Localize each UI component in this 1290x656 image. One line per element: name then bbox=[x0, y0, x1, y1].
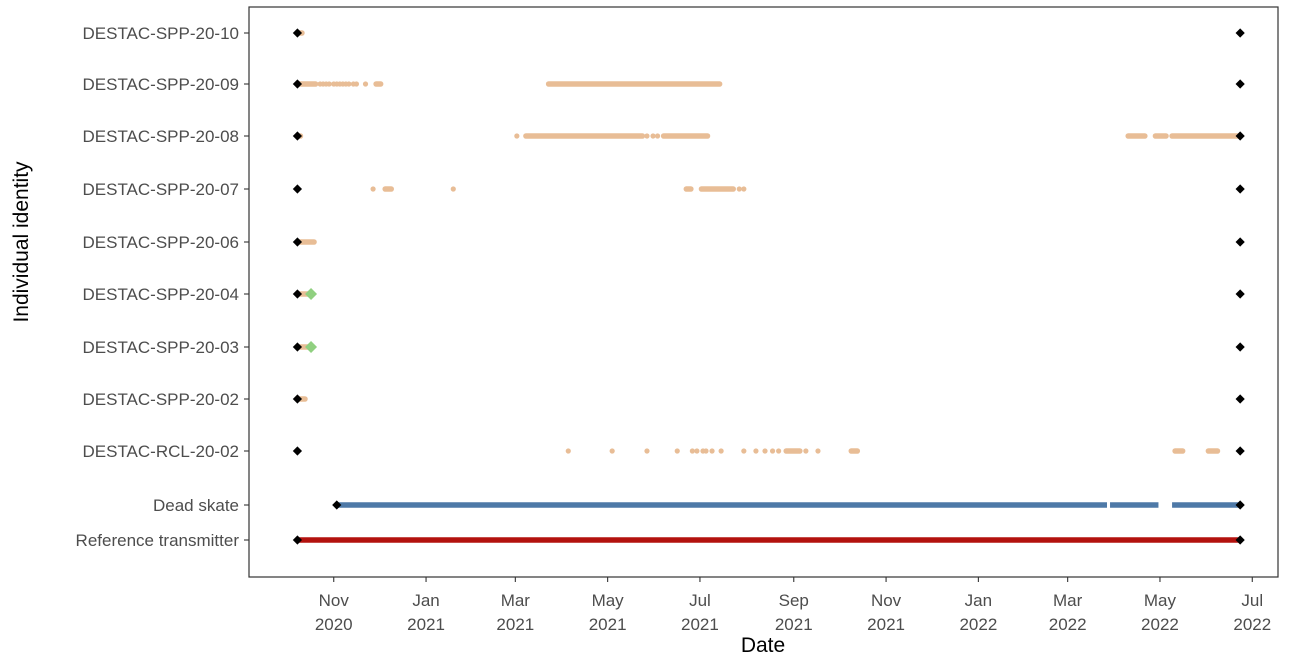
destac-spp-20-07-start-marker bbox=[292, 184, 303, 194]
destac-spp-20-02-end-marker bbox=[1235, 394, 1245, 404]
x-tick-label-month: Mar bbox=[1053, 591, 1083, 610]
destac-rcl-20-02-detection-point bbox=[609, 448, 615, 454]
destac-rcl-20-02-detection-point bbox=[741, 448, 747, 454]
y-tick-label: Reference transmitter bbox=[76, 531, 240, 550]
destac-rcl-20-02-detection-point bbox=[769, 448, 776, 454]
x-tick-label-month: Jan bbox=[965, 591, 992, 610]
x-axis: Nov 2020 Jan 2021 Mar 2021 May 2021 Jul 2021 Sep 20… bbox=[315, 577, 1271, 634]
plot-marks bbox=[292, 28, 1245, 545]
x-tick-label-year: 2022 bbox=[1233, 615, 1271, 634]
x-tick-label-year: 2022 bbox=[1141, 615, 1179, 634]
y-tick-label: DESTAC-SPP-20-04 bbox=[82, 285, 239, 304]
x-tick-label-month: Jul bbox=[1241, 591, 1263, 610]
destac-spp-20-07-detection-point bbox=[370, 186, 376, 192]
destac-spp-20-08-detection-point bbox=[514, 133, 520, 139]
x-tick-label-year: 2021 bbox=[407, 615, 445, 634]
destac-spp-20-08-detection-point bbox=[644, 133, 650, 139]
y-tick-label: DESTAC-SPP-20-10 bbox=[82, 24, 239, 43]
x-tick-label-year: 2021 bbox=[496, 615, 534, 634]
dead-skate-start-marker bbox=[332, 500, 342, 510]
destac-spp-20-09-detection-point bbox=[346, 81, 352, 87]
y-tick-label: DESTAC-RCL-20-02 bbox=[82, 442, 239, 461]
destac-spp-20-02-start-marker bbox=[292, 394, 303, 404]
destac-spp-20-08-start-marker bbox=[292, 131, 303, 141]
y-axis: DESTAC-SPP-20-10 DESTAC-SPP-20-09 DESTAC-S… bbox=[76, 24, 249, 550]
destac-spp-20-04-end-event-marker bbox=[305, 288, 318, 300]
y-tick-label: DESTAC-SPP-20-07 bbox=[82, 180, 239, 199]
y-tick-label: DESTAC-SPP-20-09 bbox=[82, 75, 239, 94]
destac-rcl-20-02-end-marker bbox=[1235, 446, 1245, 456]
destac-rcl-20-02-detection-point bbox=[689, 448, 695, 454]
x-tick-label-month: Nov bbox=[319, 591, 350, 610]
x-tick-label-month: Nov bbox=[871, 591, 902, 610]
destac-spp-20-07-detection-point bbox=[741, 186, 747, 192]
destac-rcl-20-02-detection-point bbox=[718, 448, 724, 454]
reference-transmitter-start-marker bbox=[292, 535, 303, 545]
destac-rcl-20-02-detection-point bbox=[776, 448, 782, 454]
destac-spp-20-09-detection-point bbox=[362, 81, 369, 87]
destac-rcl-20-02-detection-point bbox=[703, 448, 709, 454]
destac-rcl-20-02-detection-point bbox=[753, 448, 759, 454]
x-tick-label-year: 2021 bbox=[867, 615, 905, 634]
dead-skate-end-marker bbox=[1235, 500, 1245, 510]
x-tick-label-year: 2022 bbox=[959, 615, 997, 634]
destac-spp-20-08-detection-point bbox=[650, 133, 656, 139]
x-tick-label-month: May bbox=[1144, 591, 1177, 610]
x-tick-label-month: Jan bbox=[412, 591, 439, 610]
x-tick-label-year: 2022 bbox=[1049, 615, 1087, 634]
destac-spp-20-03-end-marker bbox=[1235, 342, 1245, 352]
destac-spp-20-07-detection-point bbox=[736, 186, 742, 192]
destac-spp-20-04-end-marker bbox=[1235, 289, 1245, 299]
x-tick-label-year: 2021 bbox=[589, 615, 627, 634]
destac-rcl-20-02-detection-point bbox=[694, 448, 700, 454]
destac-rcl-20-02-detection-point bbox=[762, 448, 768, 454]
y-axis-title: Individual identity bbox=[10, 161, 33, 323]
x-tick-label-month: Sep bbox=[779, 591, 809, 610]
y-tick-label: DESTAC-SPP-20-08 bbox=[82, 127, 239, 146]
destac-spp-20-09-end-marker bbox=[1235, 79, 1245, 89]
destac-spp-20-09-detection-point bbox=[326, 81, 332, 87]
destac-rcl-20-02-detection-point bbox=[815, 448, 821, 454]
destac-rcl-20-02-detection-point bbox=[565, 448, 571, 454]
destac-spp-20-08-detection-point bbox=[654, 133, 661, 139]
destac-spp-20-06-end-marker bbox=[1235, 237, 1245, 247]
destac-spp-20-09-start-marker bbox=[292, 79, 303, 89]
y-tick-label: Dead skate bbox=[153, 496, 239, 515]
x-tick-label-year: 2020 bbox=[315, 615, 353, 634]
destac-rcl-20-02-detection-point bbox=[644, 448, 650, 454]
destac-spp-20-07-end-marker bbox=[1235, 184, 1245, 194]
y-tick-label: DESTAC-SPP-20-06 bbox=[82, 233, 239, 252]
destac-spp-20-07-detection-point bbox=[450, 186, 456, 192]
destac-spp-20-06-start-marker bbox=[292, 237, 303, 247]
destac-rcl-20-02-start-marker bbox=[292, 446, 303, 456]
y-tick-label: DESTAC-SPP-20-02 bbox=[82, 390, 239, 409]
destac-spp-20-08-end-marker bbox=[1235, 131, 1245, 141]
x-tick-label-year: 2021 bbox=[775, 615, 813, 634]
x-tick-label-month: Mar bbox=[501, 591, 531, 610]
destac-spp-20-10-end-marker bbox=[1235, 28, 1245, 38]
destac-spp-20-04-start-marker bbox=[292, 289, 303, 299]
destac-spp-20-03-start-marker bbox=[292, 342, 303, 352]
destac-spp-20-09-detection-point bbox=[353, 81, 360, 87]
plot-panel bbox=[248, 6, 1279, 578]
destac-rcl-20-02-detection-point bbox=[709, 448, 715, 454]
destac-rcl-20-02-detection-point bbox=[674, 448, 680, 454]
x-tick-label-month: May bbox=[592, 591, 625, 610]
destac-spp-20-10-start-marker bbox=[292, 28, 303, 38]
y-tick-label: DESTAC-SPP-20-03 bbox=[82, 338, 239, 357]
x-tick-label-month: Jul bbox=[689, 591, 711, 610]
reference-transmitter-end-marker bbox=[1235, 535, 1245, 545]
destac-rcl-20-02-detection-point bbox=[803, 448, 809, 454]
x-tick-label-year: 2021 bbox=[681, 615, 719, 634]
x-axis-title: Date bbox=[741, 634, 785, 656]
destac-spp-20-03-end-event-marker bbox=[305, 341, 318, 353]
